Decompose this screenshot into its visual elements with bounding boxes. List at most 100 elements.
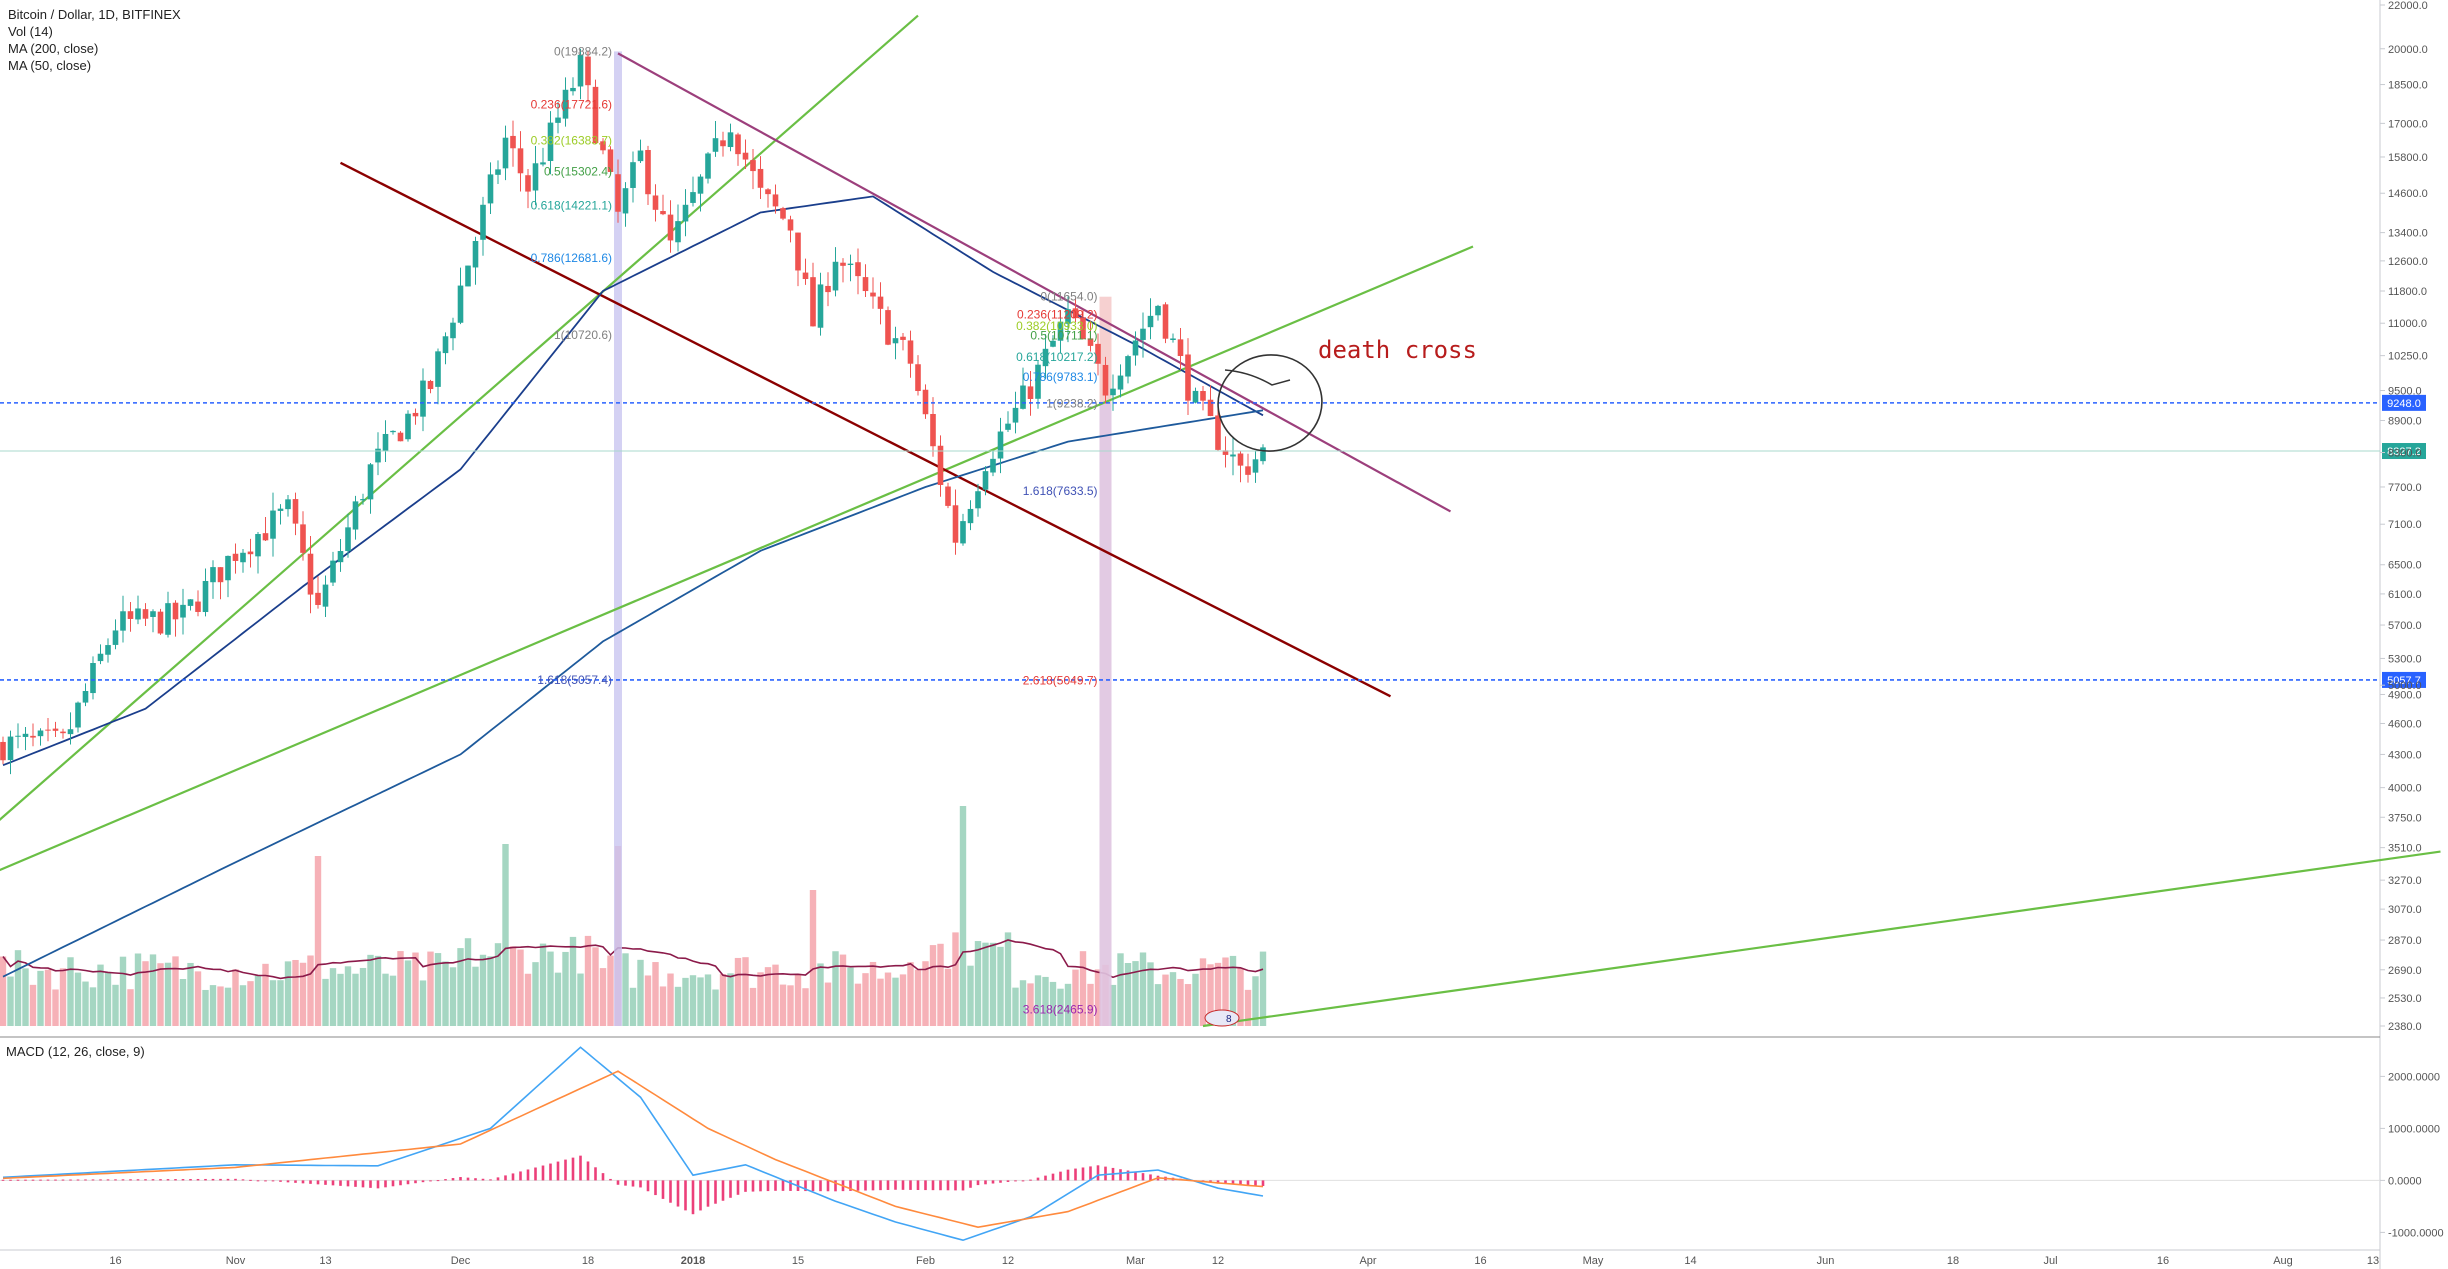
macd-histogram-bar: [751, 1180, 755, 1192]
volume-bar: [569, 936, 577, 1026]
macd-histogram-bar: [46, 1179, 50, 1181]
candle-body: [1057, 321, 1064, 341]
candle-body: [1222, 450, 1229, 455]
fib-level-label[interactable]: 0.236(11209.2): [1017, 308, 1098, 322]
fib-level-label[interactable]: 0.382(16383.7): [531, 133, 612, 147]
volume-bar: [929, 945, 937, 1026]
price-tag[interactable]: [2382, 394, 2426, 411]
candle-body: [570, 87, 576, 92]
macd-histogram-bar: [1081, 1167, 1085, 1181]
trendline-red[interactable]: [339, 161, 1392, 698]
volume-bar: [659, 986, 667, 1026]
fib-level-label[interactable]: 0.382(10933.0): [1016, 319, 1097, 333]
macd-histogram-bar: [894, 1180, 897, 1190]
volume-bar: [1229, 955, 1237, 1026]
macd-histogram-bar: [241, 1179, 245, 1181]
macd-histogram-bar: [1074, 1168, 1077, 1181]
macd-histogram-bar: [961, 1180, 965, 1191]
volume-bar: [397, 951, 404, 1026]
indicator-volume[interactable]: Vol (14): [8, 24, 53, 39]
fib-bands: [614, 51, 1112, 1027]
macd-histogram-bar: [39, 1179, 42, 1181]
candle-body: [22, 733, 29, 737]
price-tick-label: 3750.0: [2388, 812, 2422, 824]
price-tick-label: 8900.0: [2388, 415, 2422, 427]
trendline-green-mid[interactable]: [0, 245, 1474, 872]
time-tick-label: 16: [1474, 1255, 1486, 1267]
volume-bar: [854, 983, 862, 1026]
volume-bar: [839, 954, 847, 1026]
macd-histogram-bar: [9, 1179, 12, 1181]
fib-level-label[interactable]: 3.618(2465.9): [1023, 1003, 1098, 1017]
macd-histogram-bar: [271, 1180, 275, 1182]
death-cross-circle[interactable]: [1212, 348, 1328, 458]
volume-bar: [794, 973, 802, 1026]
fib-level-label[interactable]: 0.786(12681.6): [531, 251, 612, 265]
candle-body: [90, 663, 96, 694]
fib-level-label[interactable]: 1(10720.6): [554, 328, 612, 342]
volume-bar: [547, 951, 554, 1026]
fib-level-label[interactable]: 0.618(10217.2): [1016, 350, 1097, 364]
volume-bar: [277, 980, 284, 1026]
candle-body: [1095, 343, 1101, 364]
price-tag[interactable]: [2382, 671, 2426, 688]
indicator-ma50[interactable]: MA (50, close): [8, 58, 92, 73]
candle-body: [412, 412, 419, 417]
fib-level-label[interactable]: 0.5(15302.4): [544, 165, 612, 179]
fib-level-label[interactable]: 1.618(7633.5): [1023, 484, 1098, 498]
svg-text:8: 8: [1226, 1014, 1232, 1025]
macd-legend[interactable]: MACD (12, 26, close, 9): [6, 1044, 145, 1059]
death-cross-label[interactable]: death cross: [1318, 336, 1477, 364]
candle-body: [285, 499, 291, 510]
volume-bar: [89, 987, 97, 1026]
indicator-ma200[interactable]: MA (200, close): [8, 41, 99, 56]
macd-histogram-bar: [301, 1180, 305, 1184]
fib-level-label[interactable]: 0.236(17721.6): [531, 97, 612, 111]
macd-histogram-bar: [496, 1177, 500, 1181]
fib-level-label[interactable]: 2.618(5049.7): [1023, 674, 1098, 688]
fib-level-label[interactable]: 0.786(9783.1): [1023, 370, 1098, 384]
macd-histogram-bar: [84, 1179, 87, 1181]
symbol-title[interactable]: Bitcoin / Dollar, 1D, BITFINEX: [8, 7, 181, 22]
candle-body: [945, 486, 951, 506]
fib-level-label[interactable]: 1(9238.2): [1046, 396, 1097, 410]
candle-body: [1005, 423, 1011, 430]
macd-histogram-bar: [676, 1180, 680, 1207]
candle-body: [675, 221, 681, 243]
candle-body: [270, 510, 276, 539]
candle-body: [112, 630, 119, 645]
price-tag[interactable]: [2382, 443, 2426, 460]
candle-body: [802, 272, 809, 280]
fib-level-label[interactable]: 0.5(10711.1): [1030, 328, 1097, 342]
volume-bar: [232, 969, 239, 1026]
macd-histogram-bar: [654, 1180, 657, 1196]
candle-body: [172, 602, 179, 620]
fib-level-label[interactable]: 0.618(14221.1): [531, 198, 612, 212]
volume-bar: [1154, 984, 1162, 1026]
time-tick-label: Jul: [2043, 1255, 2057, 1267]
candle-body: [870, 292, 876, 297]
candle-body: [720, 140, 726, 147]
candle-body: [52, 728, 59, 731]
macd-histogram-bar: [414, 1180, 417, 1184]
price-tick-label: 22000.0: [2388, 0, 2428, 12]
volume-bar: [1214, 962, 1222, 1026]
volume-bar: [112, 984, 119, 1026]
candle-body: [37, 730, 44, 737]
fib-level-label[interactable]: 1.618(5057.4): [537, 673, 612, 687]
volume-bar: [1132, 961, 1139, 1026]
trendline-green-long[interactable]: [1202, 850, 2441, 1028]
volume-bar: [442, 961, 449, 1026]
candle-body: [787, 219, 794, 231]
candle-body: [652, 195, 659, 210]
candle-body: [907, 340, 914, 364]
candle-body: [330, 560, 336, 583]
fib-level-label[interactable]: 0(11654.0): [1040, 290, 1097, 304]
trendline-green-steep[interactable]: [0, 14, 919, 824]
candle-body: [195, 601, 201, 612]
trendline-purple[interactable]: [617, 52, 1452, 513]
candle-body: [840, 262, 846, 266]
fib-level-label[interactable]: 0(19884.2): [554, 44, 612, 58]
